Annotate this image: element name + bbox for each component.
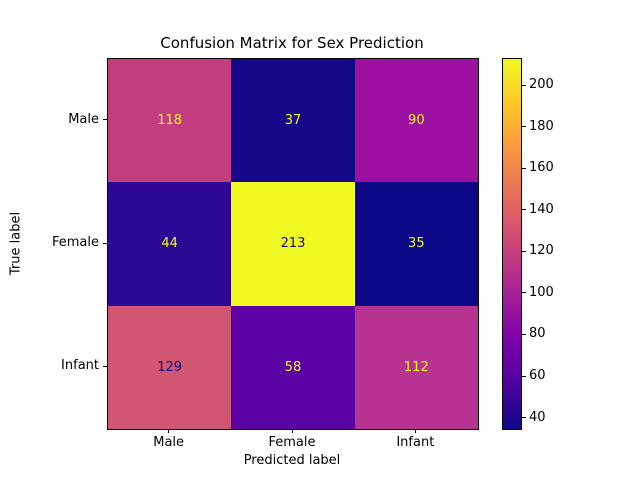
heatmap-cell: 213 bbox=[231, 182, 355, 306]
colorbar bbox=[502, 58, 522, 430]
y-tick-mark bbox=[103, 365, 107, 367]
colorbar-tick-label: 80 bbox=[529, 326, 546, 342]
heatmap-cell: 129 bbox=[108, 305, 232, 429]
x-axis-label: Predicted label bbox=[243, 453, 341, 468]
heatmap-cell: 90 bbox=[354, 59, 478, 183]
x-tick-label: Female bbox=[268, 435, 316, 450]
y-tick-mark bbox=[103, 242, 107, 244]
heatmap: 118 37 90 44 213 35 129 58 112 bbox=[107, 58, 479, 430]
colorbar-tick-mark bbox=[522, 375, 526, 377]
colorbar-tick-mark bbox=[522, 209, 526, 211]
colorbar-tick-mark bbox=[522, 292, 526, 294]
cell-value: 37 bbox=[284, 113, 302, 129]
heatmap-cell: 44 bbox=[108, 182, 232, 306]
heatmap-cell: 118 bbox=[108, 59, 232, 183]
colorbar-tick-label: 200 bbox=[529, 77, 554, 93]
cell-value: 118 bbox=[157, 113, 183, 129]
cell-value: 58 bbox=[284, 359, 302, 375]
colorbar-tick-mark bbox=[522, 250, 526, 252]
colorbar-tick-mark bbox=[522, 417, 526, 419]
heatmap-cell: 37 bbox=[231, 59, 355, 183]
x-tick-mark bbox=[291, 429, 293, 433]
y-tick-label: Female bbox=[51, 235, 99, 250]
cell-value: 112 bbox=[403, 359, 429, 375]
y-tick-label: Infant bbox=[61, 358, 99, 374]
colorbar-tick-label: 120 bbox=[529, 243, 554, 259]
cell-value: 44 bbox=[161, 236, 178, 252]
heatmap-cell: 35 bbox=[354, 182, 478, 306]
cell-value: 35 bbox=[408, 236, 425, 252]
colorbar-tick-mark bbox=[522, 333, 526, 335]
y-axis-label: True label bbox=[8, 211, 24, 276]
heatmap-cell: 112 bbox=[354, 305, 478, 429]
x-tick-label: Infant bbox=[396, 435, 435, 450]
colorbar-tick-label: 160 bbox=[529, 160, 554, 176]
colorbar-tick-label: 60 bbox=[529, 368, 546, 384]
colorbar-tick-label: 100 bbox=[529, 284, 554, 300]
colorbar-tick-mark bbox=[522, 167, 526, 169]
cell-value: 129 bbox=[157, 359, 183, 375]
y-tick-mark bbox=[103, 119, 107, 121]
x-tick-mark bbox=[414, 429, 416, 433]
colorbar-tick-label: 40 bbox=[529, 409, 546, 425]
colorbar-tick-label: 180 bbox=[529, 118, 554, 134]
x-tick-label: Male bbox=[153, 435, 185, 450]
y-tick-label: Male bbox=[68, 111, 99, 127]
cell-value: 90 bbox=[408, 113, 425, 129]
x-tick-mark bbox=[168, 429, 170, 433]
heatmap-cell: 58 bbox=[231, 305, 355, 429]
cell-value: 213 bbox=[280, 236, 306, 252]
colorbar-tick-mark bbox=[522, 84, 526, 86]
colorbar-tick-label: 140 bbox=[529, 201, 554, 217]
chart-title: Confusion Matrix for Sex Prediction bbox=[160, 34, 424, 52]
colorbar-tick-mark bbox=[522, 126, 526, 128]
